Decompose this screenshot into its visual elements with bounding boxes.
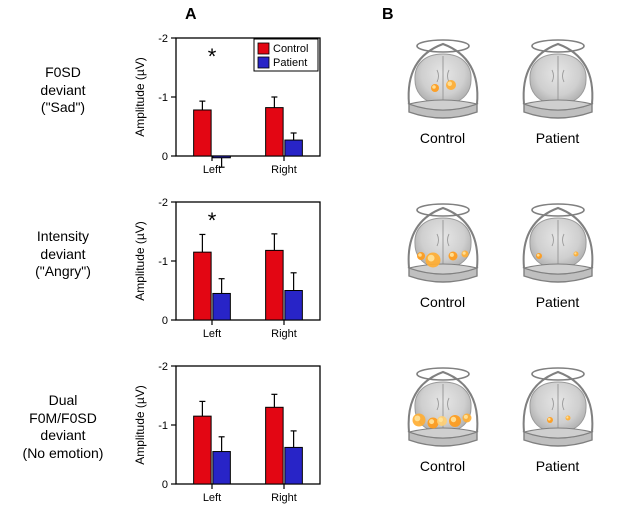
bar-patient [213,156,230,158]
bar-chart: 0-1-2Amplitude (µV)LeftRight*ControlPati… [130,28,320,168]
bar-control [194,110,211,156]
svg-text:-2: -2 [158,197,168,209]
y-axis-label: Amplitude (µV) [133,221,147,301]
brain-caption: Patient [500,458,615,474]
activation-blob [461,251,468,258]
brain-item: Control [385,194,500,310]
svg-text:Left: Left [203,492,221,504]
brain-render [393,30,493,126]
svg-text:0: 0 [162,151,168,163]
svg-text:-2: -2 [158,33,168,45]
brain-caption: Control [385,294,500,310]
legend-label: Control [273,43,308,55]
svg-text:Right: Right [271,164,297,176]
legend-label: Patient [273,57,307,69]
svg-text:Left: Left [203,164,221,176]
brain-pair: ControlPatient [385,194,630,310]
brain-caption: Control [385,130,500,146]
bar-control [194,252,211,320]
bar-patient [213,293,230,320]
bar-patient [213,452,230,484]
brain-item: Control [385,30,500,146]
brain-render [393,358,493,454]
brain-render [393,194,493,290]
activation-blob [547,417,553,423]
brain-item: Patient [500,358,615,474]
brain-item: Patient [500,194,615,310]
brain-pair: ControlPatient [385,358,630,474]
significance-star: * [208,44,217,69]
activation-blob [431,84,439,92]
bar-control [266,250,283,320]
brain-item: Patient [500,30,615,146]
row-label: Intensitydeviant("Angry") [8,228,118,281]
brain-render [508,30,608,126]
bar-control [266,407,283,484]
brain-pair: ControlPatient [385,30,630,146]
svg-text:-1: -1 [158,92,168,104]
legend-swatch [258,57,269,68]
svg-text:Right: Right [271,492,297,504]
svg-text:Left: Left [203,328,221,340]
brain-caption: Patient [500,294,615,310]
row-label: F0SDdeviant("Sad") [8,64,118,117]
activation-blob [412,414,425,427]
bar-control [194,416,211,484]
bar-chart: 0-1-2Amplitude (µV)LeftRight* [130,192,320,332]
activation-blob [437,416,447,426]
bar-patient [285,447,302,484]
legend-swatch [258,43,269,54]
row-label: DualF0M/F0SDdeviant(No emotion) [8,392,118,462]
column-header-a: A [185,6,197,24]
bar-control [266,108,283,156]
significance-star: * [208,208,217,233]
figure-root: A B F0SDdeviant("Sad") 0 -1 -2 Amplitude (µV… [0,0,640,531]
y-axis-label: Amplitude (µV) [133,385,147,465]
activation-blob [449,415,461,427]
brain-item: Control [385,358,500,474]
activation-blob [536,253,542,259]
y-axis-label: Amplitude (µV) [133,57,147,137]
activation-blob [448,252,457,261]
bar-patient [285,140,302,156]
activation-blob [427,418,438,429]
svg-text:-1: -1 [158,256,168,268]
brain-render [508,358,608,454]
activation-blob [446,80,456,90]
activation-blob [417,252,425,260]
activation-blob [573,252,578,257]
brain-caption: Patient [500,130,615,146]
bar-patient [285,291,302,321]
svg-text:0: 0 [162,479,168,491]
brain-render [508,194,608,290]
activation-blob [425,253,440,268]
brain-caption: Control [385,458,500,474]
bar-chart: 0-1-2Amplitude (µV)LeftRight [130,356,320,496]
svg-text:0: 0 [162,315,168,327]
svg-text:-1: -1 [158,420,168,432]
column-header-b: B [382,6,394,24]
activation-blob [462,414,471,423]
svg-text:Right: Right [271,328,297,340]
activation-blob [565,416,570,421]
svg-text:-2: -2 [158,361,168,373]
